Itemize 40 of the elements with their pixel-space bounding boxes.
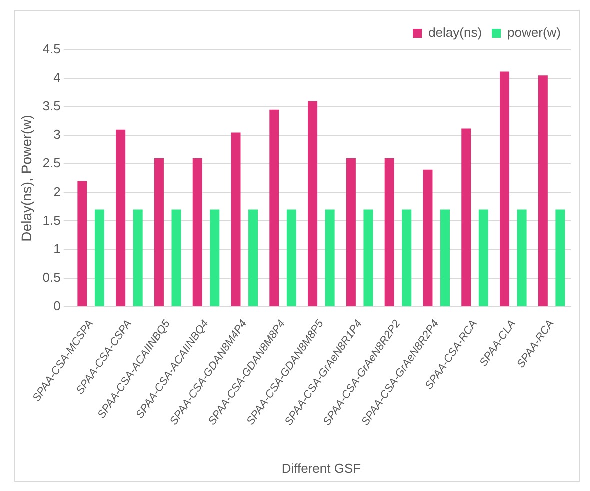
y-tick-label: 3.5 — [42, 98, 61, 114]
y-tick-label: 4.5 — [42, 42, 61, 57]
bar — [538, 76, 548, 306]
bar — [154, 158, 164, 306]
bar — [517, 210, 527, 306]
y-tick-label: 4 — [54, 70, 61, 86]
bar — [423, 170, 433, 306]
y-tick-label: 3 — [54, 127, 61, 142]
bar — [325, 210, 335, 306]
bar — [78, 181, 88, 306]
bar — [308, 101, 318, 306]
bar — [172, 210, 182, 306]
bar — [270, 110, 280, 306]
bar — [231, 132, 241, 306]
legend-label: power(w) — [508, 25, 562, 40]
bar — [402, 210, 412, 306]
y-tick-label: 1 — [54, 241, 61, 256]
bar — [500, 72, 510, 306]
legend-label: delay(ns) — [428, 25, 482, 40]
bar — [210, 210, 220, 306]
bar — [462, 128, 472, 306]
bar — [94, 210, 104, 306]
bar — [286, 210, 296, 306]
y-axis-title: Delay(ns), Power(w) — [18, 115, 34, 242]
bar — [116, 130, 126, 306]
bar — [346, 158, 356, 306]
bar — [192, 158, 202, 306]
bar — [364, 210, 374, 306]
bar — [440, 210, 450, 306]
bar — [384, 158, 394, 306]
y-tick-label: 2.5 — [42, 156, 61, 171]
y-tick-label: 0.5 — [42, 270, 61, 285]
y-tick-label: 0 — [54, 298, 61, 314]
x-axis-title: Different GSF — [282, 460, 362, 476]
bar — [556, 210, 566, 306]
bar — [248, 210, 258, 306]
y-tick-label: 1.5 — [42, 212, 61, 228]
y-tick-label: 2 — [54, 184, 61, 200]
bar — [133, 210, 143, 306]
bar — [478, 210, 488, 306]
